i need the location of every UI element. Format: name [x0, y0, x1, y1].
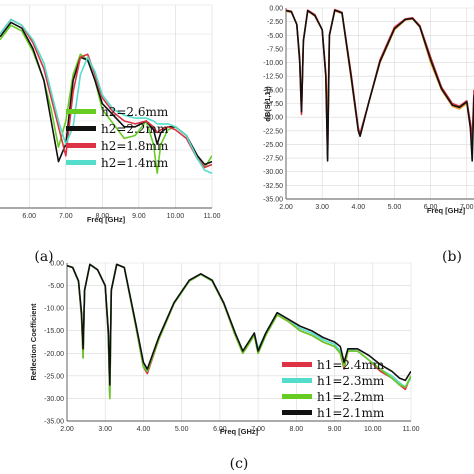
chart-c-xtick: 7.00: [251, 426, 265, 433]
chart-b-xlabel: Freq [GHz]: [427, 206, 466, 215]
chart-b-ytick: -12.50: [263, 74, 283, 81]
chart-b-ytick: -35.00: [263, 197, 283, 204]
chart-a-xtick: 10.00: [167, 213, 185, 220]
chart-b-ytick: -25.00: [263, 142, 283, 149]
chart-b-caption: (b): [442, 249, 462, 265]
chart-b-xtick: 5.00: [388, 204, 402, 211]
chart-c-legend-swatch: [282, 410, 312, 415]
chart-a-caption: (a): [34, 249, 53, 265]
chart-b-xtick: 2.00: [279, 204, 293, 211]
chart-b-ytick: -22.50: [263, 128, 283, 135]
chart-a-series-3: [0, 18, 212, 169]
chart-b-series-3: [286, 9, 474, 162]
chart-c-xtick: 9.00: [328, 426, 342, 433]
chart-c-ytick: -15.00: [44, 328, 64, 335]
chart-b-ytick: -30.00: [263, 169, 283, 176]
chart-c-ytick: -30.00: [44, 396, 64, 403]
chart-a-legend-swatch: [66, 109, 96, 114]
chart-a-xtick: 9.00: [132, 213, 146, 220]
chart-c-ytick: 0.00: [50, 261, 64, 268]
chart-b-ytick: -10.00: [263, 60, 283, 67]
chart-b-ytick: -20.00: [263, 115, 283, 122]
chart-a-legend-label: h2=2.2mm: [101, 122, 169, 136]
chart-c-legend-label: h1=2.2mm: [317, 390, 385, 404]
chart-c-xtick: 3.00: [98, 426, 112, 433]
chart-a-series-4: [0, 18, 212, 174]
chart-a-legend-label: h2=1.4mm: [101, 156, 169, 170]
chart-c-xtick: 11.00: [403, 426, 420, 433]
chart-c-legend-label: h1=2.4mm: [317, 358, 385, 372]
chart-c-ytick: -10.00: [44, 306, 64, 313]
chart-b-ytick: -5.00: [267, 33, 283, 40]
chart-c-caption: (c): [230, 456, 249, 472]
chart-c-legend-label: h1=2.3mm: [317, 374, 385, 388]
chart-c-legend-swatch: [282, 394, 312, 399]
chart-b-ytick: -15.00: [263, 87, 283, 94]
chart-b-ylabel: dB(S(1,1)): [263, 86, 272, 122]
chart-b-ytick: -2.50: [267, 19, 283, 26]
chart-a-xtick: 8.00: [96, 213, 110, 220]
chart-a-legend-swatch: [66, 126, 96, 131]
chart-b-series-2: [286, 8, 474, 159]
chart-c-xtick: 2.00: [60, 426, 74, 433]
chart-b-xtick: 3.00: [315, 204, 329, 211]
chart-a-legend-swatch: [66, 160, 96, 165]
chart-c-ytick: -25.00: [44, 373, 64, 380]
chart-a-legend-label: h2=2.6mm: [101, 105, 169, 119]
chart-c-xtick: 4.00: [137, 426, 151, 433]
chart-b-series-1: [286, 9, 474, 146]
chart-b-xtick: 7.00: [460, 204, 474, 211]
chart-b-xtick: 4.00: [351, 204, 365, 211]
chart-c-ytick: -20.00: [44, 351, 64, 358]
chart-c-ytick: -35.00: [44, 419, 64, 426]
chart-b-ytick: -7.50: [267, 46, 283, 53]
chart-a-xlabel: Freq [GHz]: [87, 215, 126, 224]
chart-a-xtick: 7.00: [59, 213, 73, 220]
chart-c-xtick: 10.00: [364, 426, 382, 433]
chart-c-legend-swatch: [282, 362, 312, 367]
chart-c-legend-label: h1=2.1mm: [317, 406, 385, 420]
chart-a-legend-swatch: [66, 143, 96, 148]
chart-c-xtick: 5.00: [175, 426, 189, 433]
chart-a-legend-label: h2=1.8mm: [101, 139, 169, 153]
chart-c-ytick: -5.00: [48, 283, 64, 290]
chart-b-xtick: 6.00: [424, 204, 438, 211]
chart-c-xtick: 8.00: [290, 426, 304, 433]
chart-b-ytick: 0.00: [269, 6, 283, 13]
chart-a-xtick: 6.00: [22, 213, 36, 220]
chart-b-ytick: -27.50: [263, 156, 283, 163]
chart-c-xlabel: Freq [GHz]: [220, 427, 259, 436]
chart-b-ytick: -32.50: [263, 183, 283, 190]
chart-c-xtick: 6.00: [213, 426, 227, 433]
chart-c-ylabel: Reflection Coefficient: [29, 303, 38, 381]
chart-c-series-4: [67, 263, 411, 386]
chart-a-xtick: 11.00: [204, 213, 221, 220]
chart-b-ytick: -17.50: [263, 101, 283, 108]
chart-c-legend-swatch: [282, 378, 312, 383]
